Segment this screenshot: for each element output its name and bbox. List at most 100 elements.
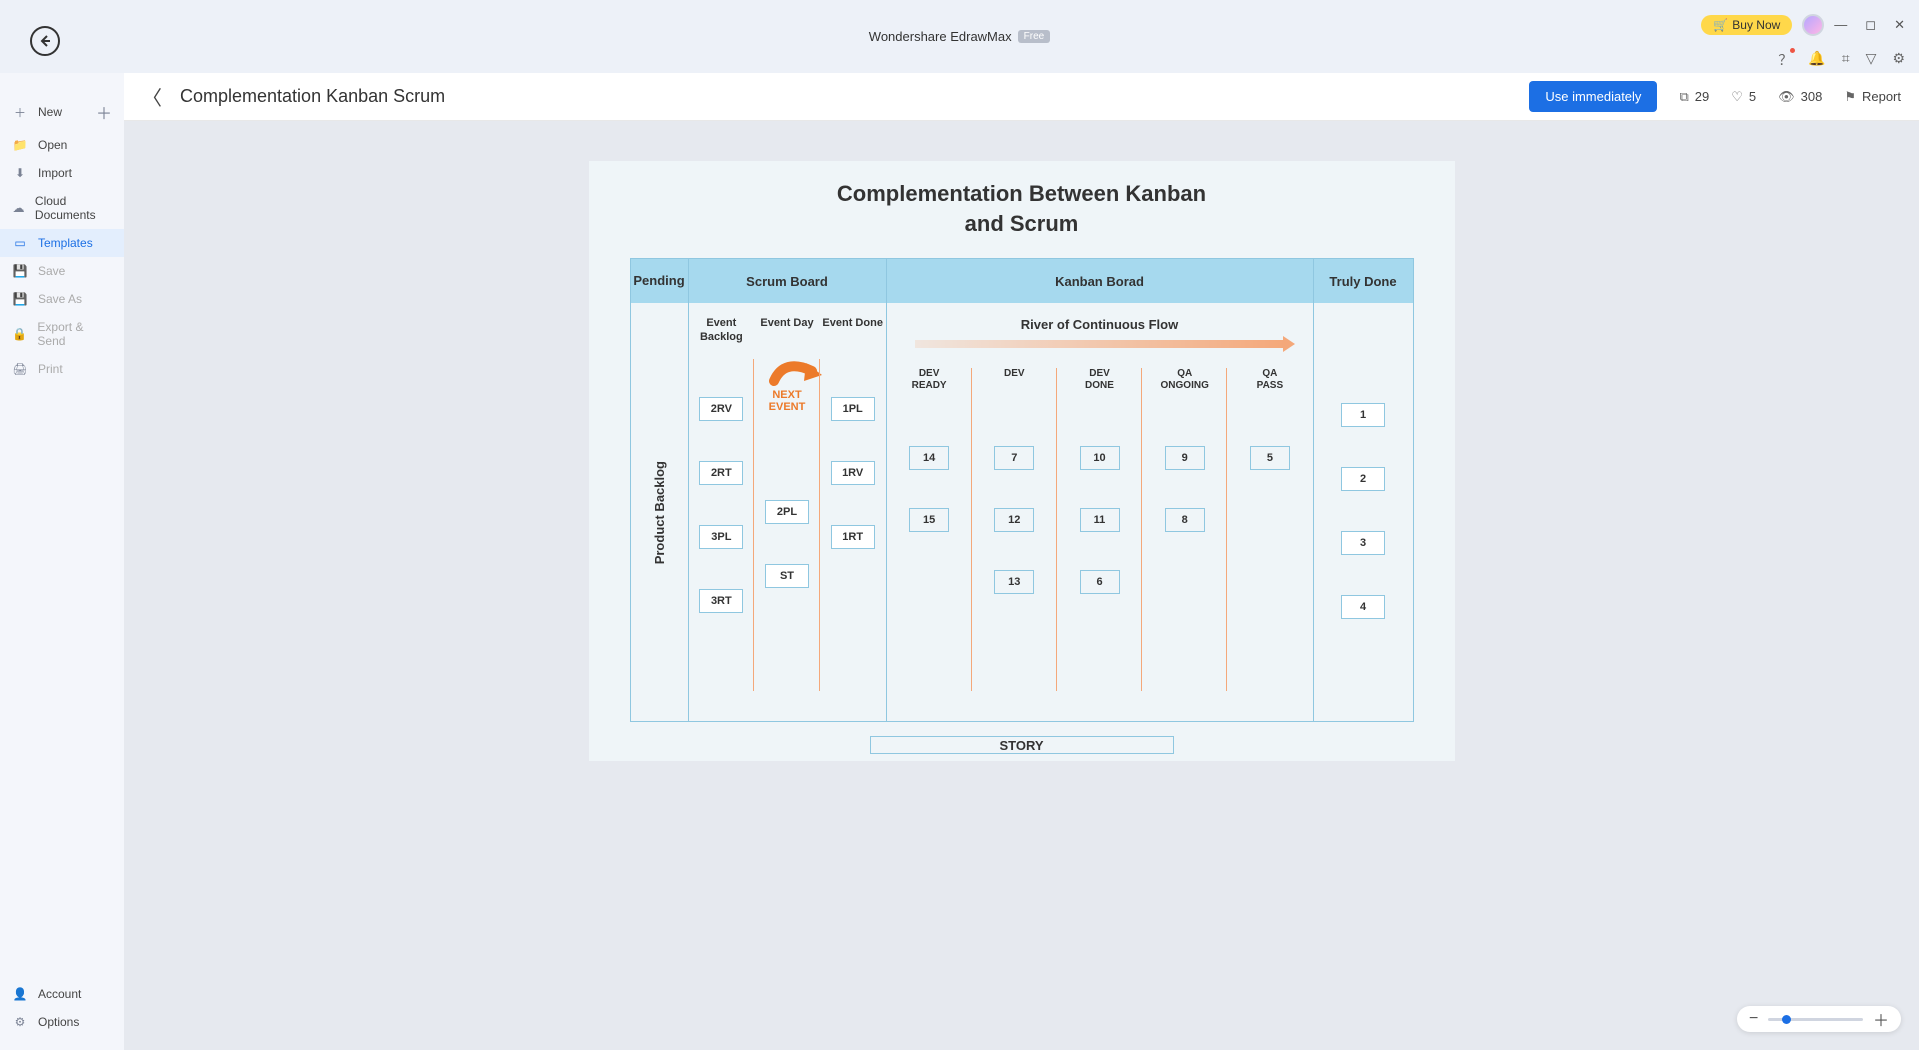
col-header-done: Truly Done [1314, 259, 1413, 303]
sidebar-item-label: New [38, 105, 62, 119]
eye-icon: 👁 [1778, 89, 1795, 105]
card[interactable]: 3 [1341, 531, 1385, 555]
canvas-area[interactable]: Complementation Between Kanban and Scrum… [124, 121, 1919, 1050]
views-count: 308 [1801, 89, 1823, 104]
scrum-subcol-label: Event Backlog [689, 317, 755, 347]
card[interactable]: 14 [909, 446, 949, 470]
card[interactable]: ST [765, 564, 809, 588]
flag-icon: ⚑ [1844, 89, 1856, 105]
card[interactable]: 2PL [765, 500, 809, 524]
back-button[interactable] [30, 26, 60, 56]
use-immediately-button[interactable]: Use immediately [1529, 81, 1657, 112]
scrum-subcol: Event Backlog 2RV 2RT 3PL 3RT [689, 303, 755, 721]
kanban-subcol: DEVDONE 10 11 6 [1057, 368, 1142, 721]
bell-icon[interactable]: 🔔 [1808, 50, 1825, 70]
card[interactable]: 2RT [699, 461, 743, 485]
maximize-icon[interactable]: ◻ [1865, 17, 1876, 33]
zoom-slider[interactable] [1768, 1018, 1863, 1021]
report-label: Report [1862, 89, 1901, 104]
river-label: River of Continuous Flow [887, 317, 1313, 332]
sidebar-item-export-&-send: 🔒Export & Send [0, 313, 124, 355]
product-backlog-label: Product Backlog [652, 461, 667, 564]
sidebar-item-import[interactable]: ⬇Import [0, 159, 124, 187]
new-plus-icon[interactable]: ＋ [96, 100, 112, 124]
likes-count: 5 [1749, 89, 1756, 104]
card[interactable]: 2 [1341, 467, 1385, 491]
avatar[interactable] [1802, 14, 1824, 36]
card[interactable]: 3RT [699, 589, 743, 613]
help-icon[interactable]: ？ [1778, 50, 1792, 70]
card[interactable]: 5 [1250, 446, 1290, 470]
sidebar-item-cloud-documents[interactable]: ☁Cloud Documents [0, 187, 124, 229]
kanban-subcol-label: DEVDONE [1085, 368, 1114, 396]
card[interactable]: 4 [1341, 595, 1385, 619]
card[interactable]: 6 [1080, 570, 1120, 594]
card[interactable]: 15 [909, 508, 949, 532]
apps-icon[interactable]: ⌗ [1842, 50, 1850, 70]
cart-icon: 🛒 [1713, 18, 1728, 32]
card[interactable]: 2RV [699, 397, 743, 421]
card[interactable]: 1 [1341, 403, 1385, 427]
filter-icon[interactable]: ▽ [1866, 50, 1877, 70]
gear-icon[interactable]: ⚙ [1892, 50, 1905, 70]
card[interactable]: 13 [994, 570, 1034, 594]
likes-stat[interactable]: ♡5 [1731, 89, 1756, 105]
card[interactable]: 7 [994, 446, 1034, 470]
kanban-subcol-label: QAPASS [1257, 368, 1284, 396]
page-header: 〈 Complementation Kanban Scrum Use immed… [124, 73, 1919, 121]
sidebar-item-open[interactable]: 📁Open [0, 131, 124, 159]
views-stat[interactable]: 👁 308 [1778, 89, 1822, 105]
kanban-table: Pending Scrum Board Kanban Borad Truly D… [630, 258, 1414, 722]
card[interactable]: 12 [994, 508, 1034, 532]
copy-icon: ⧉ [1679, 89, 1688, 105]
zoom-in-icon[interactable]: ＋ [1873, 1007, 1889, 1031]
card[interactable]: 3PL [699, 525, 743, 549]
zoom-control[interactable]: − ＋ [1737, 1006, 1901, 1032]
card[interactable]: 8 [1165, 508, 1205, 532]
diagram-title: Complementation Between Kanban and Scrum [837, 179, 1206, 238]
card[interactable]: 1RV [831, 461, 875, 485]
minimize-icon[interactable]: — [1834, 17, 1847, 33]
sidebar-item-label: Cloud Documents [35, 194, 112, 222]
kanban-subcol-label: DEV [1004, 368, 1025, 396]
sidebar-item-options[interactable]: ⚙Options [0, 1008, 124, 1036]
zoom-thumb[interactable] [1782, 1015, 1791, 1024]
free-badge: Free [1018, 30, 1051, 43]
zoom-out-icon[interactable]: − [1749, 1010, 1758, 1028]
copies-stat[interactable]: ⧉29 [1679, 89, 1709, 105]
sidebar-item-label: Options [38, 1015, 79, 1029]
sidebar-item-label: Templates [38, 236, 93, 250]
kanban-subcol-label: DEVREADY [912, 368, 947, 396]
sidebar-item-new[interactable]: ＋ New ＋ [0, 93, 124, 131]
sidebar-item-account[interactable]: 👤Account [0, 980, 124, 1008]
buy-now-label: Buy Now [1732, 18, 1780, 32]
app-title: Wondershare EdrawMax Free [869, 29, 1050, 44]
scrum-subcol-label: Event Day [760, 317, 813, 347]
page-title: Complementation Kanban Scrum [180, 86, 445, 107]
close-icon[interactable]: ✕ [1894, 17, 1905, 33]
card[interactable]: 11 [1080, 508, 1120, 532]
sidebar-icon: 🔒 [12, 327, 27, 341]
card[interactable]: 1RT [831, 525, 875, 549]
scrum-subcol: Event Done1PL1RV1RT [820, 303, 886, 721]
kanban-subcol-label: QAONGOING [1161, 368, 1209, 396]
col-header-kanban: Kanban Borad [887, 259, 1314, 303]
sidebar-item-save-as: 💾Save As [0, 285, 124, 313]
sidebar-icon: ＋ [12, 104, 28, 121]
col-done: 1 2 3 4 [1314, 303, 1413, 721]
title-bar: Wondershare EdrawMax Free 🛒 Buy Now — ◻ … [0, 0, 1919, 73]
card[interactable]: 9 [1165, 446, 1205, 470]
sidebar-item-save: 💾 Save [0, 257, 124, 285]
use-immediately-label: Use immediately [1545, 89, 1641, 104]
sidebar-item-templates[interactable]: ▭Templates [0, 229, 124, 257]
sidebar-item-label: Save [38, 264, 65, 278]
back-chevron-icon[interactable]: 〈 [142, 82, 162, 111]
buy-now-button[interactable]: 🛒 Buy Now [1701, 15, 1792, 35]
card[interactable]: 1PL [831, 397, 875, 421]
sidebar-icon: ⬇ [12, 166, 28, 180]
col-pending: Product Backlog [631, 303, 689, 721]
sidebar-icon: 💾 [12, 264, 28, 278]
heart-icon: ♡ [1731, 89, 1743, 105]
report-button[interactable]: ⚑ Report [1844, 89, 1901, 105]
card[interactable]: 10 [1080, 446, 1120, 470]
